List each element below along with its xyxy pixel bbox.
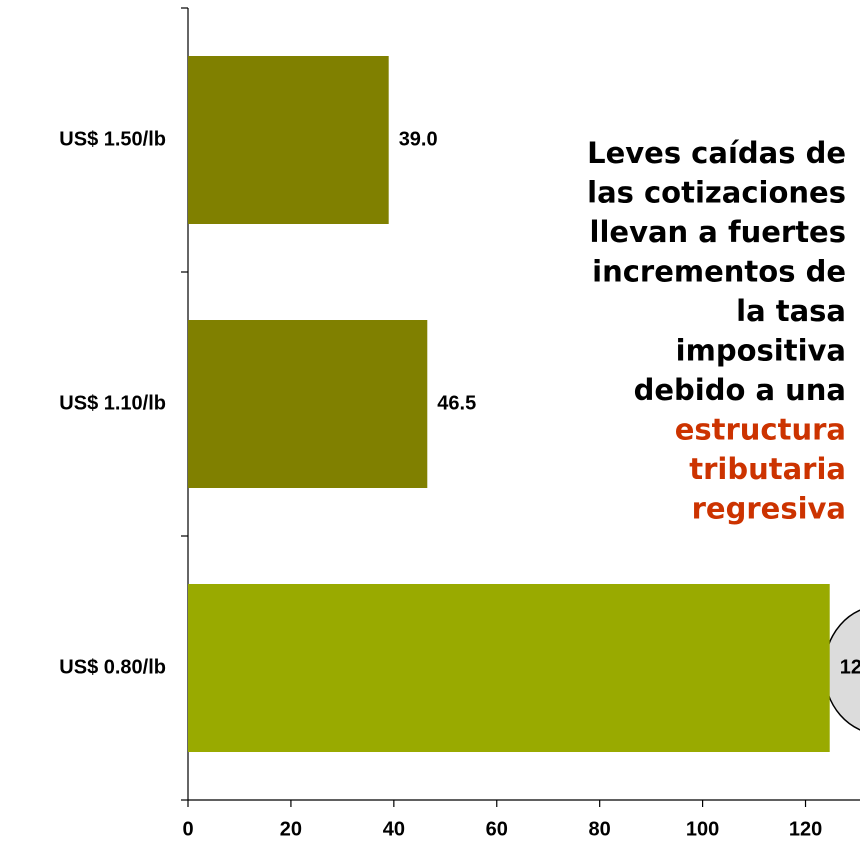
x-tick-label: 60 [486, 818, 508, 840]
annotation-line: incrementos de [592, 255, 846, 289]
annotation-line: la tasa [736, 294, 846, 328]
annotation-highlight: tributaria [689, 452, 846, 486]
x-tick-label: 20 [280, 818, 302, 840]
value-label: 124.7 [840, 656, 860, 678]
value-label: 39.0 [399, 128, 438, 150]
annotation-highlight: regresiva [692, 492, 846, 526]
annotation-highlight: estructura [675, 413, 846, 447]
x-tick-label: 40 [383, 818, 405, 840]
annotation-line: las cotizaciones [587, 176, 846, 210]
bar [188, 56, 389, 224]
category-label: US$ 0.80/lb [59, 656, 166, 678]
x-tick-label: 0 [182, 818, 193, 840]
annotation-line: Leves caídas de [587, 136, 846, 170]
x-tick-label: 100 [686, 818, 719, 840]
value-label: 46.5 [437, 392, 476, 414]
category-label: US$ 1.10/lb [59, 392, 166, 414]
bar [188, 584, 830, 752]
category-label: US$ 1.50/lb [59, 128, 166, 150]
bar [188, 320, 428, 488]
annotation-line: impositiva [676, 334, 846, 368]
annotation-line: debido a una [634, 373, 846, 407]
x-tick-label: 120 [789, 818, 822, 840]
annotation-line: llevan a fuertes [590, 215, 846, 249]
x-tick-label: 80 [589, 818, 611, 840]
